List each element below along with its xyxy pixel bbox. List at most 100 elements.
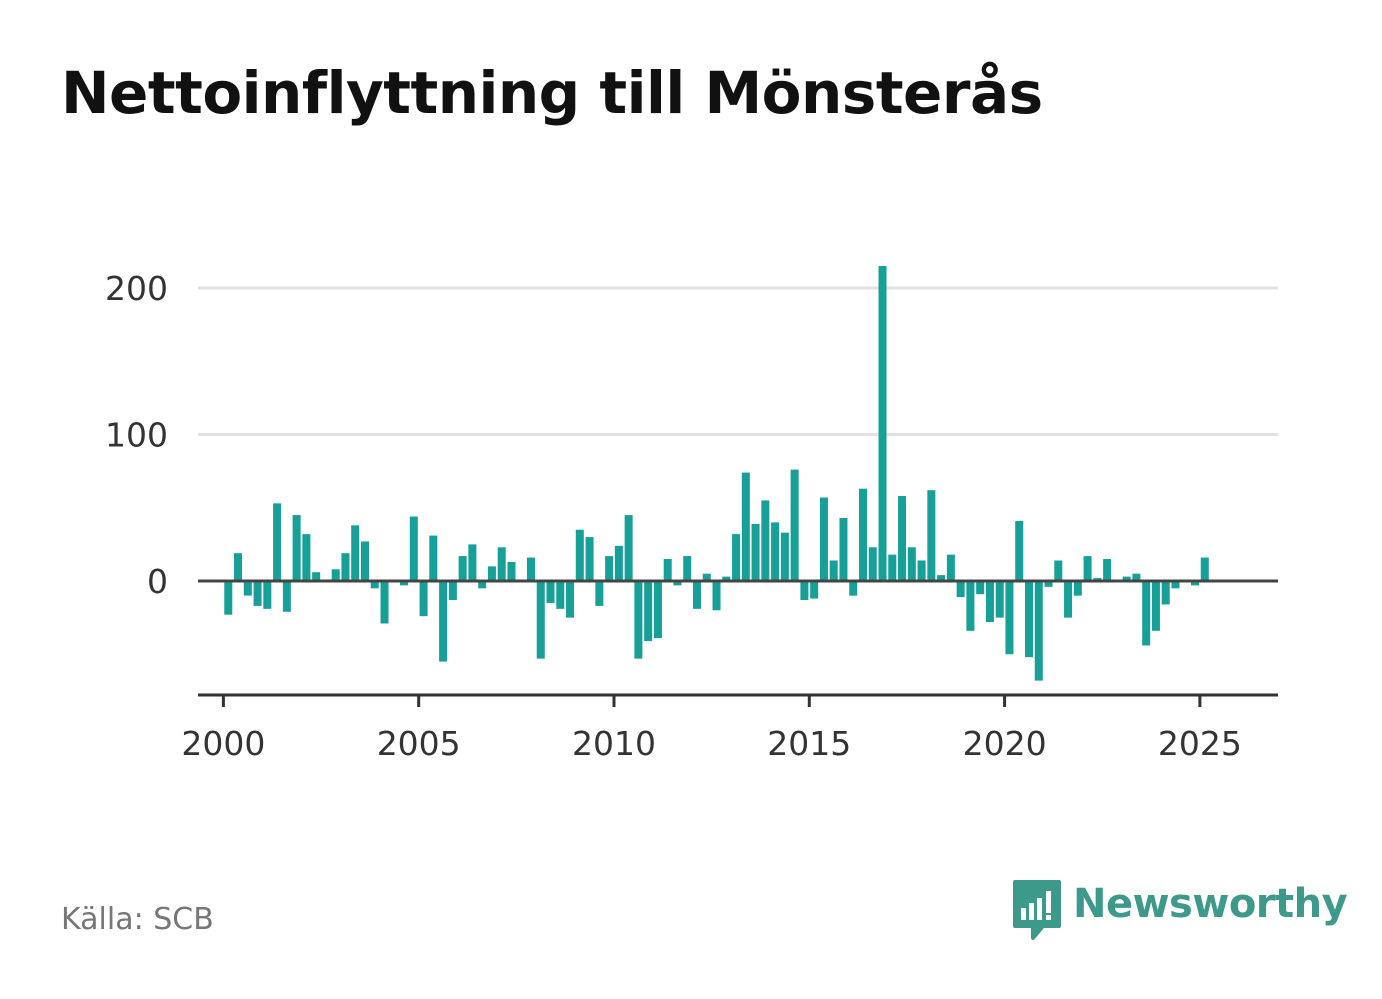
bar [458,556,467,581]
bar [1171,581,1180,589]
newsworthy-logo-icon [1013,880,1061,940]
bar [468,544,477,582]
bar [1044,581,1053,587]
bar [985,581,994,623]
bar [292,515,301,581]
bar [478,581,487,589]
bar [1132,573,1141,581]
bar [702,573,711,581]
bar [751,523,760,581]
x-tick-label: 2005 [377,724,461,763]
bar [341,553,350,581]
bar [1073,581,1082,596]
bar [1054,560,1063,581]
bar [448,581,457,601]
bar [1161,581,1170,605]
brand-logo[interactable]: Newsworthy [1011,878,1348,942]
bar [673,581,682,586]
bar [1034,581,1043,681]
axes [198,579,1278,707]
bar [224,581,233,615]
bar [1190,581,1199,586]
bar [946,554,955,581]
bar [273,503,282,581]
bar [302,534,311,581]
bar [605,556,614,581]
bar [722,576,731,581]
bar [1142,581,1151,646]
bar [507,561,516,581]
bar [370,581,379,589]
bar [1122,576,1131,581]
bar [263,581,272,609]
bar [741,472,750,581]
bar [995,581,1004,618]
bar [1005,581,1014,655]
chart-title: Nettoinflyttning till Mönsterås [61,59,1043,127]
bar [683,556,692,581]
bar [409,516,418,581]
bar [976,581,985,595]
bar [243,581,252,596]
bar [546,581,555,603]
bar [858,488,867,581]
bar [585,537,594,581]
bar [663,559,672,581]
bar [439,581,448,662]
bar [849,581,858,596]
bar [556,581,565,609]
bar [839,518,848,581]
y-tick-label: 0 [147,562,168,601]
bar [927,490,936,581]
bar [917,560,926,581]
bar [1015,520,1024,581]
bar [732,534,741,581]
x-tick-label: 2020 [963,724,1047,763]
bar [419,581,428,617]
gridlines [198,286,1278,436]
bar [790,469,799,581]
bar [1064,581,1073,618]
brand-name: Newsworthy [1073,881,1348,927]
bar [1024,581,1033,658]
bar [566,581,575,618]
bar [575,529,584,581]
bar [868,547,877,581]
bar [800,581,809,601]
x-tick-label: 2015 [767,724,851,763]
bar [810,581,819,599]
bar [624,515,633,581]
bar [771,522,780,581]
bar [888,554,897,581]
bars [224,266,1209,681]
bar [653,581,662,639]
bar [1083,556,1092,581]
bar [1103,559,1112,581]
bar [360,541,369,581]
bar [907,547,916,581]
bar [819,497,828,581]
bar [595,581,604,606]
bar [878,266,887,581]
bar [829,560,838,581]
bar [898,496,907,581]
x-tick-label: 2025 [1158,724,1242,763]
bar [380,581,389,624]
bar [331,569,340,581]
bar [780,532,789,581]
bar [253,581,262,606]
bar [312,572,321,581]
bar [712,581,721,611]
x-tick-label: 2010 [572,724,656,763]
bar [487,566,496,581]
bar [282,581,291,612]
bar [526,557,535,581]
bar [497,547,506,581]
bar [966,581,975,631]
bar [644,581,653,642]
bar [761,500,770,581]
bar [400,581,409,586]
bar [234,553,243,581]
bar [692,581,701,609]
